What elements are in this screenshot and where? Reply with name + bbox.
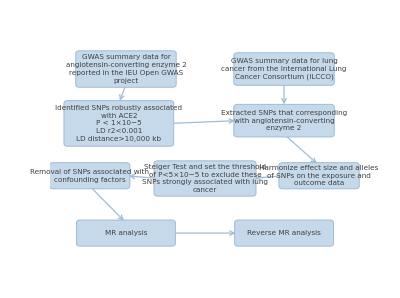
FancyBboxPatch shape (76, 51, 176, 87)
Text: GWAS summary data for lung
cancer from the International Lung
Cancer Consortium : GWAS summary data for lung cancer from t… (221, 58, 347, 80)
Text: Harmonize effect size and alleles
of SNPs on the exposure and
outcome data: Harmonize effect size and alleles of SNP… (259, 165, 379, 187)
FancyBboxPatch shape (50, 163, 130, 189)
FancyBboxPatch shape (279, 163, 359, 189)
Text: Extracted SNPs that corresponding
with angiotensin-converting
enzyme 2: Extracted SNPs that corresponding with a… (221, 110, 347, 131)
Text: Reverse MR analysis: Reverse MR analysis (247, 230, 321, 236)
Text: Identified SNPs robustly associated
with ACE2
P < 1×10−5
LD r2<0.001
LD distance: Identified SNPs robustly associated with… (55, 105, 182, 142)
Text: GWAS summary data for
angiotensin-converting enzyme 2
reported in the IEU Open G: GWAS summary data for angiotensin-conver… (66, 55, 186, 84)
FancyBboxPatch shape (76, 220, 175, 246)
Text: MR analysis: MR analysis (105, 230, 147, 236)
FancyBboxPatch shape (64, 101, 174, 146)
FancyBboxPatch shape (234, 53, 334, 85)
Text: Removal of SNPs associated with
confounding factors: Removal of SNPs associated with confound… (30, 169, 149, 183)
Text: Steiger Test and set the threshold
of P<5×10−5 to exclude these
SNPs strongly as: Steiger Test and set the threshold of P<… (142, 164, 268, 193)
FancyBboxPatch shape (154, 161, 256, 196)
FancyBboxPatch shape (235, 220, 334, 246)
FancyBboxPatch shape (234, 104, 334, 137)
